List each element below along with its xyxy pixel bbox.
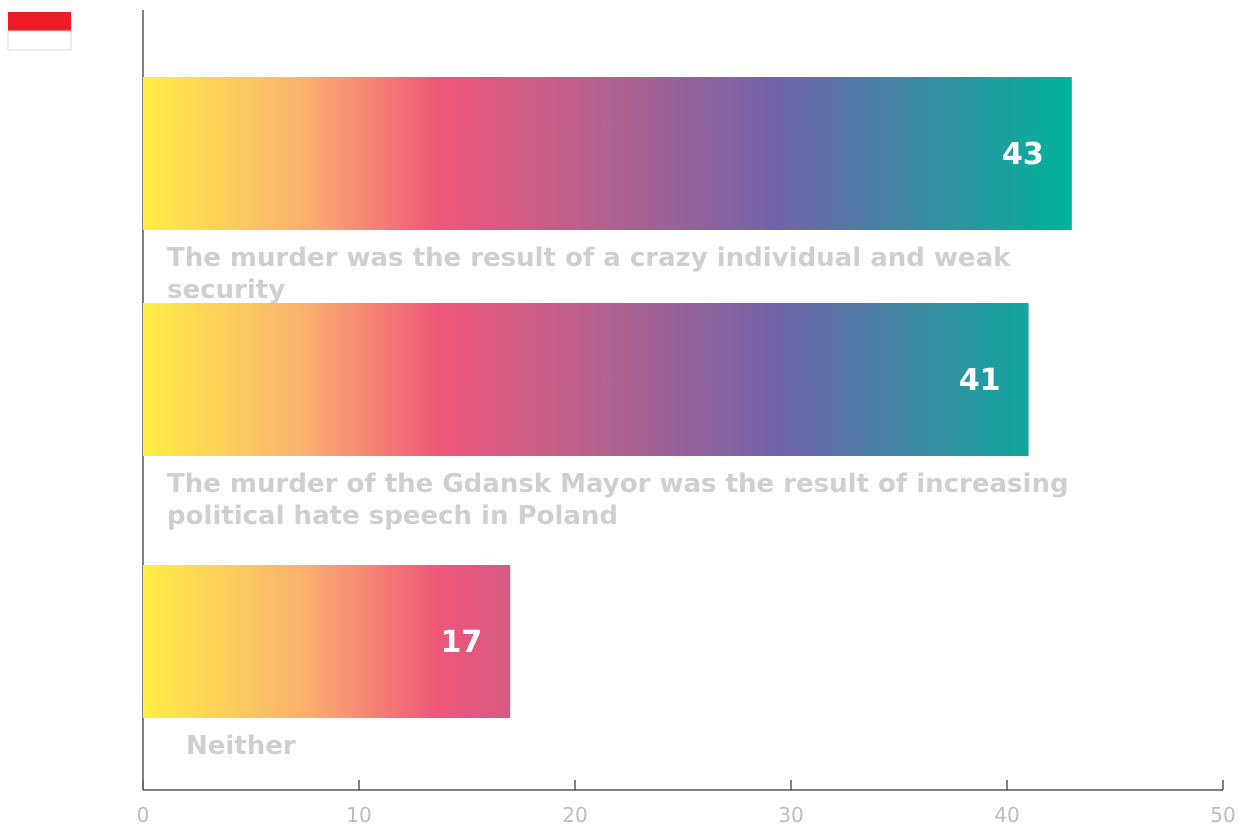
category-label-box: Neither — [186, 731, 296, 761]
x-tick-label: 10 — [346, 803, 371, 827]
category-label: Neither — [186, 731, 296, 761]
category-label: The murder of the Gdansk Mayor was the r… — [167, 469, 1069, 531]
bar — [143, 303, 1029, 456]
x-tick-label: 50 — [1210, 803, 1235, 827]
category-label: The murder was the result of a crazy ind… — [167, 243, 1011, 305]
x-tick-label: 20 — [562, 803, 587, 827]
bar — [143, 565, 511, 718]
category-label-box: The murder of the Gdansk Mayor was the r… — [167, 469, 1069, 531]
category-label-box: The murder was the result of a crazy ind… — [167, 243, 1011, 305]
value-label: 41 — [959, 363, 1001, 398]
x-tick-label: 30 — [778, 803, 803, 827]
value-label: 17 — [440, 625, 482, 660]
x-tick-label: 40 — [994, 803, 1019, 827]
flag-white — [7, 30, 72, 51]
value-label: 43 — [1002, 137, 1044, 172]
flag-red — [8, 12, 71, 31]
x-tick-label: 0 — [137, 803, 150, 827]
bar — [143, 77, 1072, 230]
